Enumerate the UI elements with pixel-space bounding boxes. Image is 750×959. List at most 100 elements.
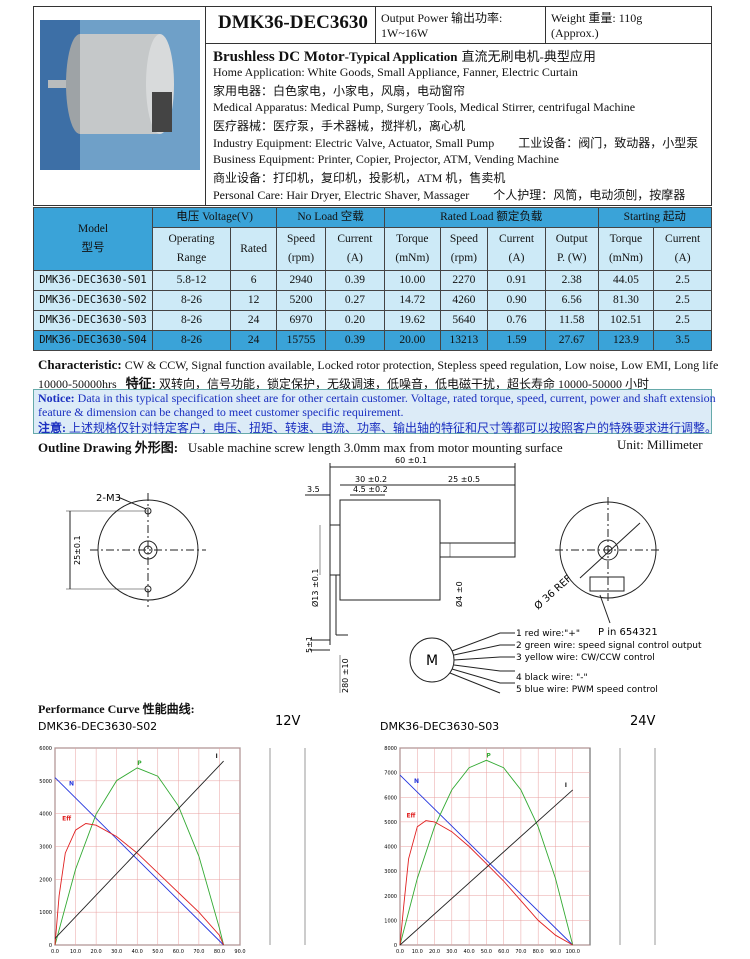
motor-photo: [40, 20, 200, 170]
table-cell: 81.30: [597, 290, 655, 311]
weight-label: Weight 重量: 110g: [551, 11, 643, 25]
curve-label: I: [565, 782, 567, 789]
curve: [54, 823, 225, 946]
weight-cell: [545, 6, 712, 44]
data-row: DMK36-DEC3630-S04 8-26 24 15755 0.39 20.00 132…: [33, 330, 712, 351]
text: 双转向，信号功能，锁定保护，无级调速，低噪音，低电磁干扰，超长寿命 10000-…: [159, 377, 650, 391]
label: Notice:: [38, 391, 75, 405]
dim-label: 5±1: [305, 636, 314, 653]
table-cell: 0.39: [324, 270, 385, 291]
x-tick-label: 50.0: [152, 949, 163, 955]
label: 注意:: [38, 421, 66, 435]
header-text: Current: [498, 233, 535, 245]
table-cell: 14.72: [383, 290, 441, 311]
curve-label: Eff: [62, 816, 71, 823]
text: 10000-50000hrs: [38, 377, 117, 391]
table-cell: DMK36-DEC3630-S01: [33, 270, 153, 291]
curve: [399, 759, 574, 946]
power-label: Output Power 输出功率:: [381, 11, 503, 25]
x-tick-label: 90.0: [234, 949, 245, 955]
table-cell: 5640: [439, 310, 489, 331]
x-tick-label: 70.0: [193, 949, 204, 955]
x-tick-label: 90.0: [550, 949, 561, 955]
header-row: Operating Range Rated Speed (rpm) Current (A) T…: [34, 227, 712, 271]
column-header: Current (A): [653, 227, 712, 271]
dim-label: Ø4 ±0: [454, 581, 464, 607]
label: Characteristic:: [38, 357, 122, 372]
curve: [54, 767, 225, 946]
table-cell: 27.67: [544, 330, 599, 351]
front-view: [66, 493, 206, 607]
line-segment: Business Equipment: Printer, Copier, Pro…: [213, 151, 559, 166]
motor-connector: [152, 92, 172, 132]
x-tick-label: 20.0: [429, 949, 440, 955]
y-tick-label: 6000: [39, 746, 52, 752]
y-tick-label: 3000: [384, 869, 397, 875]
data-row: DMK36-DEC3630-S01 5.8-12 6 2940 0.39 10.00 227…: [33, 270, 712, 291]
application-line: Business Equipment: Printer, Copier, Pro…: [213, 152, 559, 167]
x-tick-label: 30.0: [111, 949, 122, 955]
motor-symbol: [409, 632, 515, 694]
table-cell: DMK36-DEC3630-S03: [33, 310, 153, 331]
table-cell: 20.00: [383, 330, 441, 351]
y-tick-label: 5000: [39, 779, 52, 785]
model-header: Model 型号: [33, 207, 153, 271]
table-cell: 2940: [276, 270, 326, 291]
table-cell: 6.56: [544, 290, 599, 311]
column-header: Rated: [229, 227, 278, 271]
unit: Unit: Millimeter: [617, 437, 703, 452]
title-main: Brushless DC Motor: [213, 49, 345, 65]
weight-note: (Approx.): [551, 26, 599, 40]
text: CW & CCW, Signal function available, Loc…: [124, 358, 719, 372]
table-cell: 0.20: [324, 310, 385, 331]
title-sub: -Typical Application: [344, 49, 458, 64]
x-tick-label: 0.0: [396, 949, 404, 955]
group-header: Starting 起动: [597, 207, 713, 228]
y-tick-label: 2000: [39, 877, 52, 883]
table-cell: 2.5: [653, 270, 712, 291]
table-cell: 0.76: [487, 310, 546, 331]
line-segment: 工业设备：阀门，致动器，小型泵: [518, 136, 699, 151]
table-cell: 2.5: [653, 310, 712, 331]
dia-label: Ø 36 REF: [532, 572, 574, 612]
characteristic: Characteristic: CW & CCW, Signal functio…: [38, 357, 718, 373]
curve: [54, 777, 224, 946]
header-text: Torque: [396, 233, 429, 245]
wire-label: 1 red wire:"+": [516, 629, 580, 639]
table-cell: 0.90: [487, 290, 546, 311]
table-cell: 0.39: [324, 330, 385, 351]
performance-curves: DMK36-DEC3630-S02 12V 0.0 10.0 20.0 30.0 40.0 5…: [38, 715, 656, 955]
column-header: Torque (mNm): [383, 227, 441, 271]
dim-label: Ø13 ±0.1: [310, 569, 320, 607]
rear-view: [555, 497, 662, 624]
x-tick-label: 100.0: [566, 949, 580, 955]
header-text: (rpm): [450, 252, 477, 264]
application-line: Home Application: White Goods, Small App…: [213, 65, 578, 80]
curve: [399, 774, 574, 946]
photo-cell: [33, 6, 206, 206]
x-tick-label: 20.0: [91, 949, 102, 955]
header-text: (A): [674, 252, 691, 264]
table-cell: 2.38: [544, 270, 599, 291]
header-text: Current: [337, 233, 373, 245]
header-text: (mNm): [395, 252, 430, 264]
holes-label: 2-M3: [96, 493, 121, 504]
x-tick-label: 40.0: [132, 949, 143, 955]
application-title: Brushless DC Motor-Typical Application 直…: [213, 46, 596, 66]
application-line: Medical Apparatus: Medical Pump, Surgery…: [213, 100, 635, 115]
wire-label: 2 green wire: speed signal control outpu…: [516, 641, 702, 651]
table-cell: 2270: [439, 270, 489, 291]
text: 上述规格仅针对特定客户，电压、扭矩、转速、电流、功率、输出轴的特征和尺寸等都可以…: [69, 421, 718, 435]
dim-label: 280 ±10: [341, 658, 350, 693]
header-text: (A): [346, 252, 363, 264]
dim-label: 60 ±0.1: [395, 456, 427, 465]
wire-label: 5 blue wire: PWM speed control: [516, 685, 658, 695]
shaft: [48, 80, 70, 88]
application-line: 医疗器械：医疗泵，手术器械，搅拌机，离心机: [213, 117, 465, 134]
application-line: 家用电器：白色家电，小家电，风扇，电动窗帘: [213, 82, 465, 99]
table-cell: 19.62: [383, 310, 441, 331]
curve-label: Eff: [406, 813, 415, 820]
x-tick-label: 10.0: [70, 949, 81, 955]
outline-drawing: 2-M3 25±0.1 60 ±0.1 30 ±0.2 25 ±0.5 4.5 …: [66, 456, 702, 695]
